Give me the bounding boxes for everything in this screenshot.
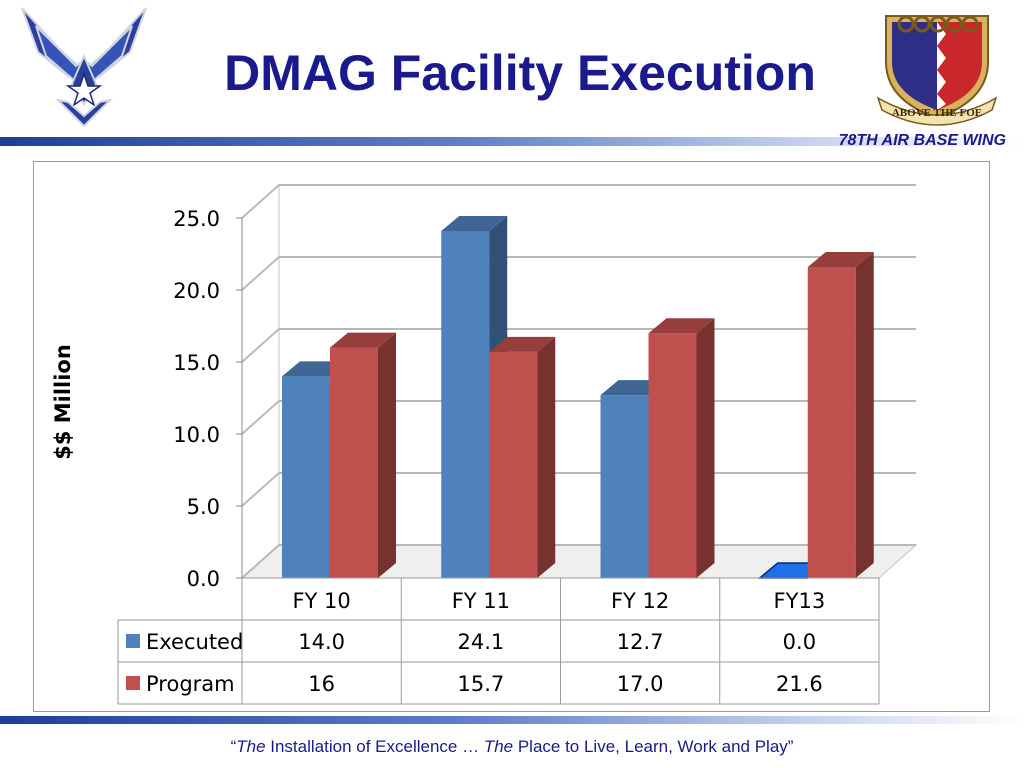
legend-swatch-program <box>126 676 140 690</box>
bar-front <box>600 395 649 578</box>
bar-top <box>489 336 556 352</box>
bar-top <box>441 215 508 231</box>
bar-top <box>648 318 715 334</box>
data-label-program: 16 <box>308 672 335 696</box>
bar-front <box>441 230 490 578</box>
bar-program-3 <box>807 251 874 578</box>
footer-the-1: The <box>236 737 266 756</box>
data-label-executed: 0.0 <box>783 630 816 654</box>
bar-side <box>696 318 715 578</box>
bar-side <box>855 251 874 578</box>
bar-front <box>807 266 856 578</box>
chart-side-wall <box>241 183 280 580</box>
wing-shield-logo: ABOVE THE FOE <box>876 15 998 126</box>
bar-front <box>489 351 538 578</box>
chart-frame: 0.0 5.0 10.0 15.0 20.0 25.0 $$ Million FY 10 FY … <box>33 161 990 712</box>
legend-swatch-executed <box>126 634 140 648</box>
data-label-program: 15.7 <box>457 672 504 696</box>
footer-quote-open: “ <box>230 737 237 756</box>
bar-side <box>537 336 556 578</box>
y-gridline <box>241 256 916 291</box>
motto-text: ABOVE THE FOE <box>892 107 982 119</box>
bar-program-2 <box>648 318 715 578</box>
footer-tagline: “The Installation of Excellence … The Pl… <box>0 737 1024 757</box>
bar-program-0 <box>330 332 396 578</box>
bar-side <box>378 332 396 578</box>
data-label-executed: 14.0 <box>298 630 345 654</box>
air-force-symbol-logo <box>21 7 147 128</box>
x-tick-label: FY13 <box>774 589 826 613</box>
header-divider <box>0 137 1024 146</box>
y-tick-label: 15.0 <box>173 351 220 375</box>
x-tick-label: FY 10 <box>292 589 350 613</box>
footer-divider <box>0 716 1024 724</box>
data-label-program: 21.6 <box>776 672 823 696</box>
slide-title: DMAG Facility Execution <box>224 45 816 101</box>
bar-front <box>282 376 330 578</box>
chart-back-wall <box>279 185 916 545</box>
legend-label-program: Program <box>146 672 235 696</box>
data-label-program: 17.0 <box>617 672 664 696</box>
x-tick-label: FY 11 <box>452 589 510 613</box>
data-label-executed: 24.1 <box>457 630 504 654</box>
y-gridline <box>241 184 916 219</box>
y-tick-label: 25.0 <box>173 207 220 231</box>
footer-the-2: The <box>483 737 514 756</box>
wing-label: 78TH AIR BASE WING <box>838 132 1006 149</box>
x-tick-label: FY 12 <box>611 589 669 613</box>
bar-top <box>330 332 396 348</box>
legend-label-executed: Executed <box>146 630 243 654</box>
bar-front <box>648 333 697 578</box>
bar-chart: 0.0 5.0 10.0 15.0 20.0 25.0 $$ Million FY 10 FY … <box>51 183 918 705</box>
y-tick-label: 5.0 <box>187 495 220 519</box>
y-axis-title: $$ Million <box>51 344 75 460</box>
y-tick-label: 10.0 <box>173 423 220 447</box>
data-label-executed: 12.7 <box>617 630 664 654</box>
y-tick-label: 0.0 <box>187 567 220 591</box>
footer-part-1: Installation of Excellence … <box>265 737 484 756</box>
y-tick-label: 20.0 <box>173 279 220 303</box>
bar-front <box>330 347 378 578</box>
bar-top <box>807 251 874 267</box>
footer-part-2: Place to Live, Learn, Work and Play” <box>513 737 794 756</box>
bar-program-1 <box>489 336 556 578</box>
